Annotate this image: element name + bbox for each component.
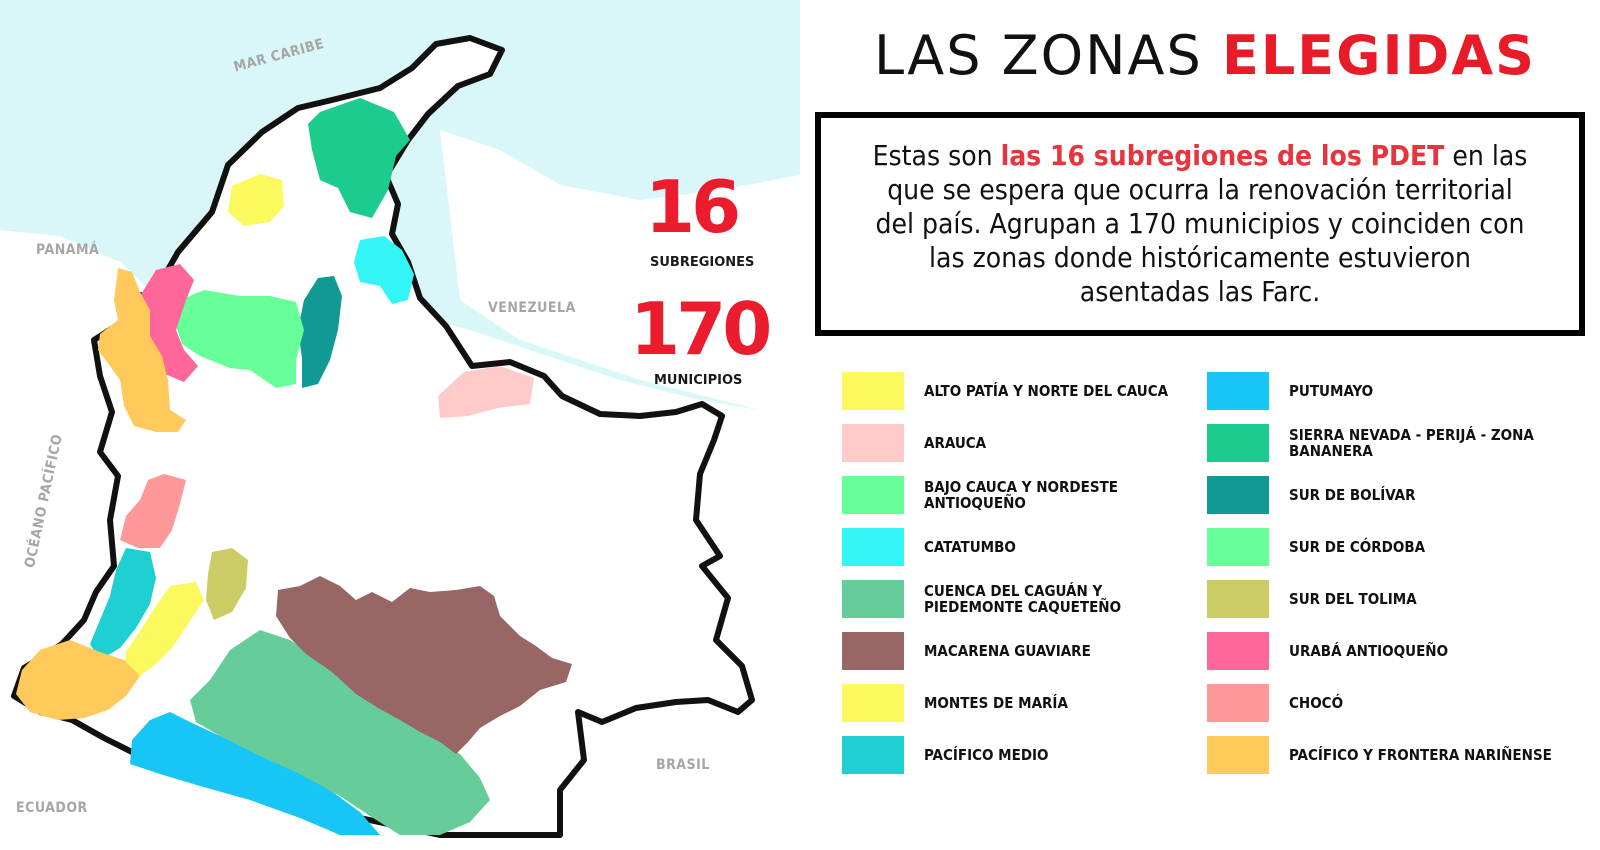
legend-label: PACÍFICO MEDIO xyxy=(924,746,1049,764)
region-catatumbo xyxy=(354,236,414,304)
legend-label: CHOCÓ xyxy=(1289,694,1344,712)
legend-label: ALTO PATÍA Y NORTE DEL CAUCA xyxy=(924,382,1169,400)
legend-swatch xyxy=(842,632,904,670)
legend-swatch xyxy=(842,528,904,566)
stat-subregions-caption: SUBREGIONES xyxy=(650,255,755,270)
legend-label: CATATUMBO xyxy=(924,538,1016,556)
legend-swatch xyxy=(842,424,904,462)
region-pacifico-medio xyxy=(90,548,156,660)
legend: ALTO PATÍA Y NORTE DEL CAUCA ARAUCA BAJO C… xyxy=(842,372,1592,792)
label-venezuela: VENEZUELA xyxy=(488,300,576,316)
legend-swatch xyxy=(1207,632,1269,670)
region-alto-patia xyxy=(124,582,204,676)
legend-item: SUR DE BOLÍVAR xyxy=(1207,476,1567,514)
info-text-after: en las que se espera que ocurra la renov… xyxy=(875,139,1528,308)
legend-label: ARAUCA xyxy=(924,434,987,452)
stat-municipalities-value: 170 xyxy=(630,287,772,371)
legend-item: SUR DE CÓRDOBA xyxy=(1207,528,1567,566)
legend-swatch xyxy=(1207,476,1269,514)
region-sur-de-bolivar xyxy=(298,276,342,388)
stat-municipalities-caption: MUNICIPIOS xyxy=(654,373,743,388)
legend-swatch xyxy=(842,372,904,410)
title-highlight: ELEGIDAS xyxy=(1221,24,1537,87)
region-caguan xyxy=(190,630,490,835)
legend-item: BAJO CAUCA Y NORDESTE ANTIOQUEÑO xyxy=(842,476,1202,514)
legend-swatch xyxy=(1207,684,1269,722)
region-putumayo xyxy=(130,712,380,835)
region-pacifico-narino xyxy=(16,640,140,720)
stat-subregions-value: 16 xyxy=(645,165,741,249)
legend-item: PACÍFICO MEDIO xyxy=(842,736,1202,774)
legend-label: MONTES DE MARÍA xyxy=(924,694,1068,712)
legend-label: SIERRA NEVADA - PERIJÁ - ZONA BANANERA xyxy=(1289,426,1534,460)
legend-swatch xyxy=(842,580,904,618)
info-box: Estas son las 16 subregiones de los PDET… xyxy=(815,112,1585,336)
legend-swatch xyxy=(1207,580,1269,618)
label-brasil: BRASIL xyxy=(656,757,710,773)
region-choco xyxy=(120,474,186,548)
legend-swatch xyxy=(1207,528,1269,566)
legend-label: URABÁ ANTIOQUEÑO xyxy=(1289,642,1449,660)
page-title: LAS ZONAS ELEGIDAS xyxy=(815,24,1595,88)
legend-item: CHOCÓ xyxy=(1207,684,1567,722)
region-macarena xyxy=(276,576,572,754)
legend-swatch xyxy=(1207,424,1269,462)
region-bajo-cauca xyxy=(174,290,304,388)
legend-item: PUTUMAYO xyxy=(1207,372,1567,410)
legend-item: SUR DEL TOLIMA xyxy=(1207,580,1567,618)
caribbean-coast-land xyxy=(440,130,800,420)
legend-label: MACARENA GUAVIARE xyxy=(924,642,1091,660)
region-sur-del-tolima xyxy=(206,548,248,620)
legend-label: BAJO CAUCA Y NORDESTE ANTIOQUEÑO xyxy=(924,478,1118,512)
legend-item: ALTO PATÍA Y NORTE DEL CAUCA xyxy=(842,372,1202,410)
label-panama: PANAMÁ xyxy=(36,242,100,258)
colombia-map xyxy=(0,0,800,850)
legend-label: PUTUMAYO xyxy=(1289,382,1374,400)
legend-label: SUR DE BOLÍVAR xyxy=(1289,486,1416,504)
legend-swatch xyxy=(1207,736,1269,774)
legend-swatch xyxy=(842,736,904,774)
legend-item: CUENCA DEL CAGUÁN Y PIEDEMONTE CAQUETEÑO xyxy=(842,580,1202,618)
legend-item: PACÍFICO Y FRONTERA NARIÑENSE xyxy=(1207,736,1567,774)
legend-swatch xyxy=(842,684,904,722)
legend-label: PACÍFICO Y FRONTERA NARIÑENSE xyxy=(1289,746,1552,764)
legend-item: MONTES DE MARÍA xyxy=(842,684,1202,722)
info-text: Estas son las 16 subregiones de los PDET… xyxy=(865,139,1535,309)
legend-label: SUR DEL TOLIMA xyxy=(1289,590,1417,608)
region-montes-de-maria xyxy=(228,174,284,226)
legend-item: SIERRA NEVADA - PERIJÁ - ZONA BANANERA xyxy=(1207,424,1567,462)
info-text-highlight: las 16 subregiones de los PDET xyxy=(1000,139,1445,172)
label-ecuador: ECUADOR xyxy=(16,800,88,816)
legend-swatch xyxy=(842,476,904,514)
legend-label: SUR DE CÓRDOBA xyxy=(1289,538,1426,556)
legend-item: ARAUCA xyxy=(842,424,1202,462)
region-choco-north xyxy=(98,268,186,432)
legend-item: MACARENA GUAVIARE xyxy=(842,632,1202,670)
title-prefix: LAS ZONAS xyxy=(873,24,1203,87)
legend-item: URABÁ ANTIOQUEÑO xyxy=(1207,632,1567,670)
region-sierra-nevada xyxy=(308,98,410,218)
legend-label: CUENCA DEL CAGUÁN Y PIEDEMONTE CAQUETEÑO xyxy=(924,582,1122,616)
region-arauca xyxy=(438,366,534,418)
map-panel: MAR CARIBE PANAMÁ VENEZUELA OCÉANO PACÍF… xyxy=(0,0,800,850)
legend-item: CATATUMBO xyxy=(842,528,1202,566)
legend-swatch xyxy=(1207,372,1269,410)
info-text-before: Estas son xyxy=(872,139,1001,172)
